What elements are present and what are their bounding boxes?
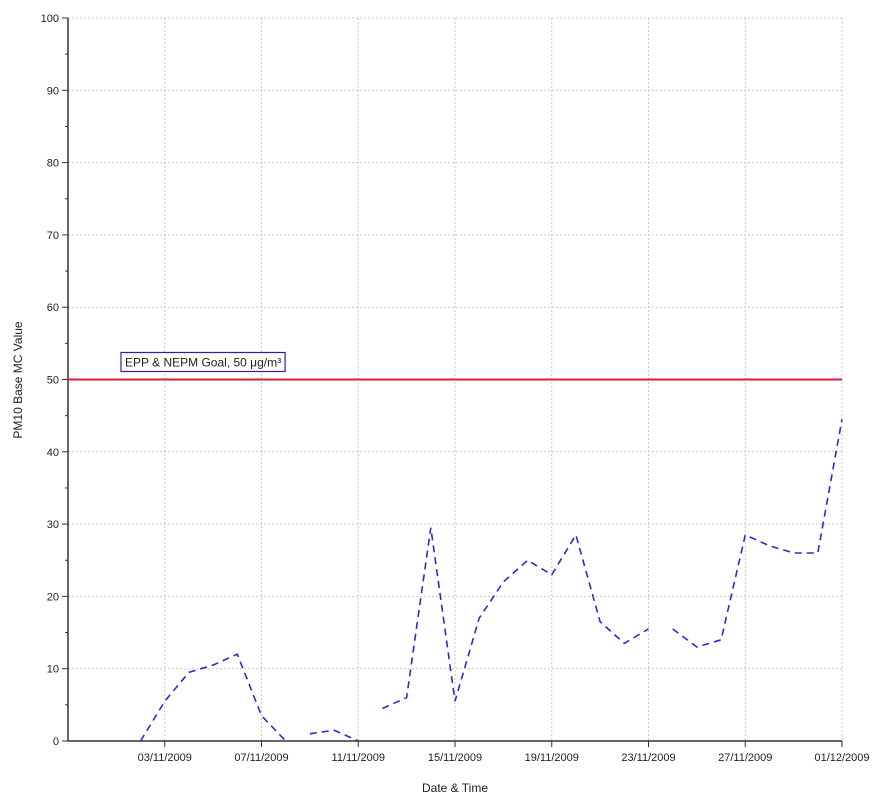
y-tick-label: 30 bbox=[47, 519, 59, 531]
x-tick-label: 01/12/2009 bbox=[814, 752, 869, 764]
y-axis-label: PM10 Base MC Value bbox=[11, 321, 25, 438]
x-tick-label: 27/11/2009 bbox=[718, 752, 772, 764]
series-lines bbox=[139, 419, 843, 742]
y-tick-label: 10 bbox=[47, 664, 59, 676]
y-tick-label: 50 bbox=[47, 375, 59, 387]
y-tick-label: 70 bbox=[47, 230, 59, 242]
x-tick-label: 07/11/2009 bbox=[234, 752, 288, 764]
x-tick-label: 15/11/2009 bbox=[428, 752, 482, 764]
series-line-segment bbox=[672, 419, 843, 648]
y-tick-label: 100 bbox=[41, 13, 59, 25]
series-line-segment bbox=[309, 729, 359, 742]
x-tick-label: 11/11/2009 bbox=[332, 752, 385, 764]
x-tick-label: 03/11/2009 bbox=[138, 752, 192, 764]
y-tick-label: 80 bbox=[47, 158, 59, 170]
y-tick-label: 20 bbox=[47, 591, 59, 603]
y-tick-label: 60 bbox=[47, 302, 59, 314]
goal-label-box bbox=[120, 351, 286, 373]
x-tick-label: 19/11/2009 bbox=[525, 752, 579, 764]
y-ticks: 0 10 20 30 40 50 60 70 80 90 100 bbox=[41, 13, 68, 748]
series-line-segment bbox=[382, 527, 649, 710]
y-tick-label: 0 bbox=[53, 736, 59, 748]
x-ticks: 03/11/2009 07/11/2009 11/11/2009 15/11/2009… bbox=[138, 741, 870, 764]
goal-label-text: EPP & NEPM Goal, 50 μg/m³ bbox=[125, 356, 281, 370]
reference-line-group: EPP & NEPM Goal, 50 μg/m³ bbox=[68, 351, 842, 381]
series-line-segment bbox=[139, 653, 287, 742]
y-tick-label: 40 bbox=[47, 447, 59, 459]
x-axis-label: Date & Time bbox=[422, 781, 488, 795]
x-tick-label: 23/11/2009 bbox=[621, 752, 675, 764]
y-tick-label: 90 bbox=[47, 85, 59, 97]
